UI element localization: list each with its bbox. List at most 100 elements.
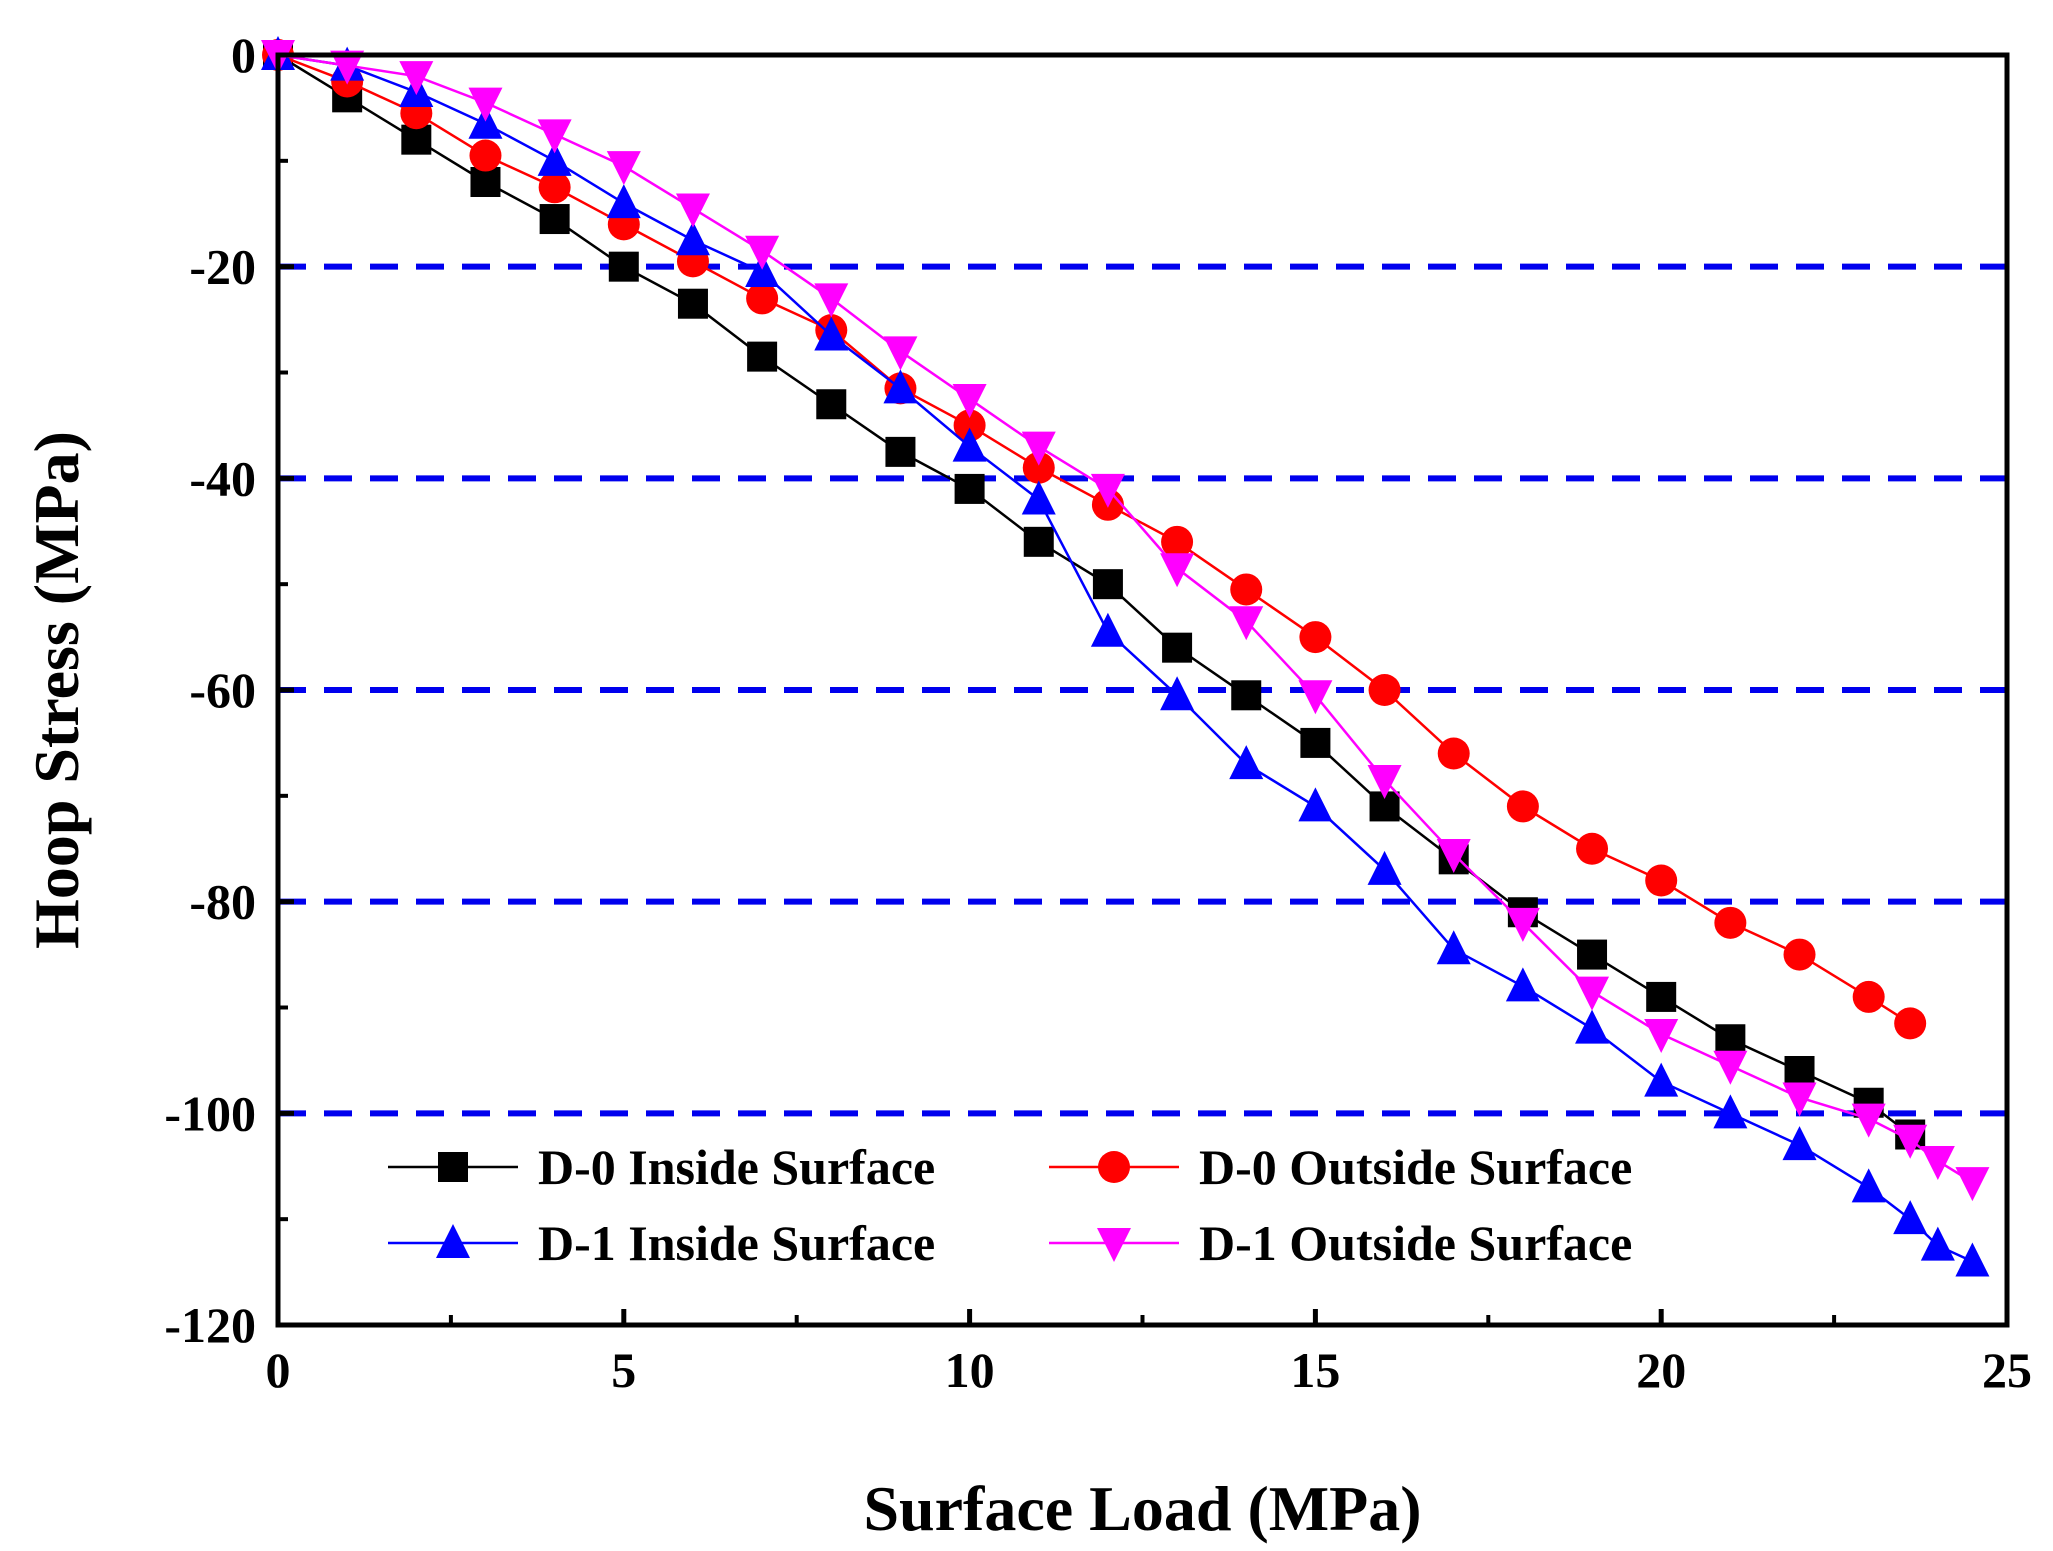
data-point [816,389,847,420]
x-tick-label: 25 [1982,1342,2032,1398]
data-point [1506,790,1539,823]
data-point [401,124,432,155]
data-point [746,282,779,315]
data-point [399,61,434,96]
data-point [1646,981,1677,1012]
y-tick-label: -120 [164,1297,256,1353]
data-point [1955,1242,1990,1277]
data-point [1893,1200,1928,1235]
axis-ticks: 0 5 10 15 20 25 0 -20 -40 -60 -80 -100 -120 [164,27,2032,1398]
data-point [675,221,710,256]
data-point [745,235,780,270]
data-point [1782,1126,1817,1161]
data-point [436,1224,470,1258]
data-point [1714,906,1747,939]
data-point [1160,676,1195,711]
data-point [537,119,572,154]
data-point [1437,737,1470,770]
data-point [675,193,710,228]
series-line [277,53,1974,1184]
data-point [1231,680,1262,711]
data-point [1782,1082,1817,1117]
data-point [1161,525,1194,558]
data-point [1645,864,1678,897]
data-point [885,436,916,467]
y-tick-label: -80 [189,874,256,930]
data-point [1920,1145,1955,1180]
data-point [1097,1228,1131,1262]
x-tick-label: 10 [945,1342,995,1398]
data-point [1713,1094,1748,1129]
data-point [538,171,571,204]
legend-label: D-1 Outside Surface [1199,1215,1632,1271]
series-d-0-inside-surface [263,40,1926,1150]
data-point [1894,1007,1927,1040]
data-series [261,36,1990,1277]
data-point [1367,764,1402,799]
data-point [1784,1056,1815,1086]
x-tick-label: 5 [611,1342,636,1398]
data-point [1230,573,1263,606]
series-d-1-inside-surface [261,36,1990,1277]
legend-label: D-0 Outside Surface [1199,1139,1632,1195]
x-tick-label: 20 [1636,1342,1686,1398]
data-point [1022,451,1055,484]
data-point [1955,1167,1990,1202]
y-tick-label: -40 [189,450,256,506]
data-point [952,427,987,462]
legend-item: D-1 Inside Surface [388,1215,935,1271]
data-point [1368,674,1401,706]
data-point [953,409,986,442]
data-point [1021,431,1056,466]
data-point [1160,553,1195,588]
data-point [1920,1226,1955,1261]
data-point [952,383,987,418]
data-point [1298,787,1333,822]
plot-frame [275,52,2010,1328]
data-point [1644,1062,1679,1097]
data-point [1090,473,1125,508]
data-point [1436,839,1471,874]
data-point [1575,976,1610,1011]
y-tick-label: 0 [231,27,256,83]
data-point [1577,939,1608,970]
data-point [608,251,639,282]
data-point [1505,907,1540,942]
data-point [1229,606,1264,641]
data-point [814,283,849,318]
data-point [1851,1168,1886,1203]
legend: D-0 Inside Surface D-0 Outside Surface D-1… [388,1139,1632,1271]
data-point [883,336,918,371]
data-point [1021,480,1056,515]
data-point [1092,569,1123,600]
legend-label: D-0 Inside Surface [538,1139,935,1195]
data-point [1162,632,1193,663]
data-point [1576,832,1609,865]
data-point [883,369,918,404]
data-point [1505,967,1540,1002]
data-point [469,139,502,172]
grid-lines [278,263,2007,1117]
data-point [1783,938,1816,971]
data-point [954,473,985,504]
data-point [1090,612,1125,647]
data-point [468,104,503,139]
series-d-0-outside-surface [262,39,1927,1040]
data-point [1575,1009,1610,1044]
legend-item: D-0 Outside Surface [1049,1139,1632,1195]
data-point [537,141,572,176]
y-tick-label: -20 [189,239,256,295]
data-point [1893,1124,1928,1159]
data-point [470,167,501,197]
data-point [677,288,708,319]
data-point [747,341,778,372]
data-point [814,316,849,351]
legend-label: D-1 Inside Surface [538,1215,935,1271]
legend-item: D-0 Inside Surface [388,1139,935,1195]
data-point [1300,727,1331,758]
series-d-1-outside-surface [261,40,1990,1202]
y-axis-title: Hoop Stress (MPa) [21,431,92,949]
data-point [606,184,641,219]
x-tick-label: 0 [266,1342,291,1398]
y-tick-label: -100 [164,1085,256,1141]
